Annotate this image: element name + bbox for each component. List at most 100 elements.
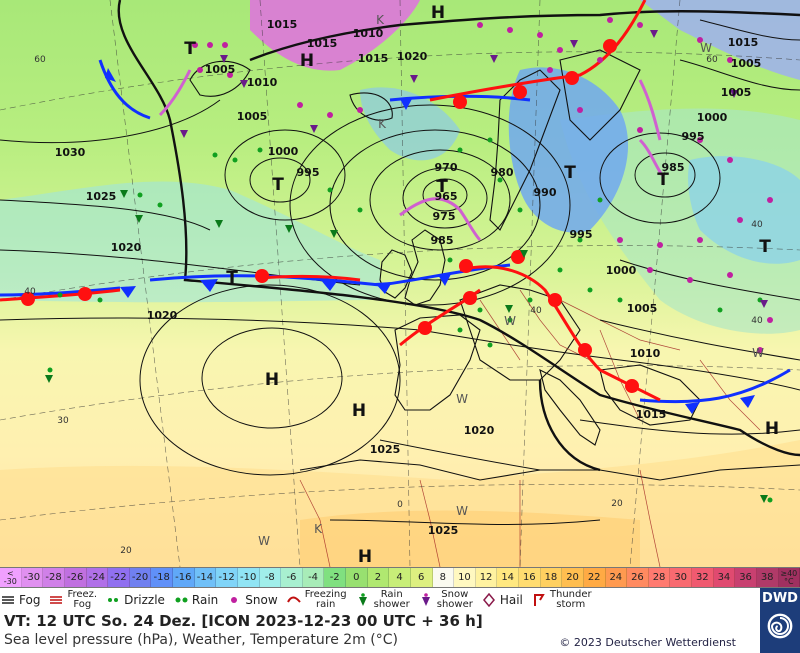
air-mass-letter: K (314, 522, 323, 536)
scale-cell: -26 (64, 568, 87, 587)
air-mass-letters: K K W W W K W W W (258, 13, 764, 548)
pressure-label: 1020 (464, 424, 495, 437)
main-isobars (117, 0, 800, 472)
low-marker: T (184, 39, 196, 59)
high-marker: H (265, 370, 279, 390)
pressure-label: 1015 (728, 36, 759, 49)
low-marker: T (226, 268, 238, 288)
scale-cell: 4 (389, 568, 411, 587)
scale-cell: 0 (346, 568, 368, 587)
scale-cell: -10 (237, 568, 260, 587)
pressure-label: 1025 (370, 443, 401, 456)
rain-shower-icon (358, 593, 367, 606)
air-mass-letter: W (456, 392, 468, 406)
fog-icon (2, 596, 14, 604)
weather-map: 1015 1010 1020 1015 1010 1005 1005 1000 … (0, 0, 800, 567)
scale-cell: -22 (108, 568, 130, 587)
scale-cell: 34 (713, 568, 736, 587)
legend-freezing-fog: Freez. Fog (48, 590, 97, 610)
air-mass-letter: K (378, 117, 387, 131)
scale-cell: 30 (670, 568, 692, 587)
lat-label: 30 (57, 416, 69, 426)
pressure-label: 1025 (86, 190, 117, 203)
pressure-labels: 1015 1010 1020 1015 1010 1005 1005 1000 … (55, 18, 762, 537)
lat-label: 60 (34, 55, 46, 65)
pressure-label: 995 (297, 166, 320, 179)
air-mass-letter: W (700, 41, 712, 55)
scale-cell: 12 (475, 568, 498, 587)
freezing-fog-icon (50, 596, 63, 604)
pressure-label: 1005 (721, 86, 752, 99)
weather-symbols (45, 17, 773, 503)
scale-cell: -4 (302, 568, 325, 587)
legend-freezing-rain: Freezing rain (286, 590, 347, 610)
hail-icon (482, 593, 495, 607)
legend-snow-shower-label-2: shower (436, 599, 473, 610)
high-marker: H (352, 401, 366, 421)
scale-low-edge-value: -30 (3, 576, 17, 586)
pressure-label: 985 (431, 234, 454, 247)
copyright: © 2023 Deutscher Wetterdienst (559, 636, 736, 649)
pressure-label: 965 (435, 190, 458, 203)
temperature-field-violet-ne (640, 0, 800, 80)
lat-label: 40 (751, 220, 763, 230)
scale-cell: 20 (562, 568, 584, 587)
rain-icon (175, 597, 188, 603)
legend-thunderstorm: Thunder storm (531, 590, 592, 610)
thunderstorm-icon (533, 594, 545, 606)
legend-thunderstorm-label-1: Thunder (549, 589, 592, 600)
drizzle-icon (108, 598, 119, 602)
scale-cell: 24 (605, 568, 628, 587)
snow-shower-icon (421, 593, 430, 606)
temperature-field-warm-south (300, 510, 640, 567)
scale-cell: 10 (454, 568, 476, 587)
legend-rain: Rain (173, 593, 218, 607)
scale-cell: 28 (648, 568, 671, 587)
scale-cell: 36 (735, 568, 757, 587)
lat-label: 20 (611, 499, 623, 509)
legend-snow-shower: Snow shower (418, 590, 473, 610)
scale-cell: 2 (367, 568, 390, 587)
scale-cell: 18 (540, 568, 563, 587)
air-mass-letter: W (504, 314, 516, 328)
high-marker: H (300, 51, 314, 71)
legend-drizzle: Drizzle (105, 593, 165, 607)
pressure-label: 1020 (147, 309, 178, 322)
scale-cell: -28 (43, 568, 65, 587)
temperature-field-blue-russia (688, 156, 800, 264)
pressure-label: 970 (435, 161, 458, 174)
scale-cell: -18 (151, 568, 173, 587)
legend-freezing-fog-label-2: Fog (73, 599, 92, 610)
legend-fog-label: Fog (19, 593, 41, 607)
pressure-label: 1010 (247, 76, 278, 89)
legend-snow-label: Snow (245, 593, 278, 607)
scale-cell: 38 (756, 568, 779, 587)
air-mass-letter: W (258, 534, 270, 548)
low-marker: T (436, 177, 448, 197)
pressure-label: 990 (534, 186, 557, 199)
legend-drizzle-label: Drizzle (124, 593, 165, 607)
high-marker: H (765, 419, 779, 439)
dwd-spiral-icon (767, 613, 793, 639)
pressure-label: 1000 (606, 264, 637, 277)
scale-high-edge-value: ≥40 (780, 568, 798, 578)
legend-snow: Snow (226, 593, 278, 607)
pressure-label: 1005 (731, 57, 762, 70)
scale-cell: -12 (216, 568, 238, 587)
weather-legend: Fog Freez. Fog Drizzle Rain Snow Freezing… (0, 588, 760, 612)
pressure-label: 1000 (268, 145, 299, 158)
graticule-labels: 60 40 40 30 20 20 40 60 40 0 (24, 55, 763, 556)
legend-rain-label: Rain (191, 593, 219, 607)
legend-rain-shower-label-2: shower (373, 599, 410, 610)
valid-time: VT: 12 UTC So. 24 Dez. [ICON 2023-12-23 … (4, 612, 483, 630)
pressure-label: 995 (682, 130, 705, 143)
dwd-logo: DWD (760, 588, 800, 653)
low-marker: T (272, 175, 284, 195)
pressure-label: 1005 (627, 302, 658, 315)
temperature-field-cyan (0, 181, 380, 303)
pressure-label: 1015 (267, 18, 298, 31)
scale-cell: -20 (129, 568, 152, 587)
pressure-label: 1025 (428, 524, 459, 537)
legend-snow-shower-label-1: Snow (441, 589, 469, 600)
